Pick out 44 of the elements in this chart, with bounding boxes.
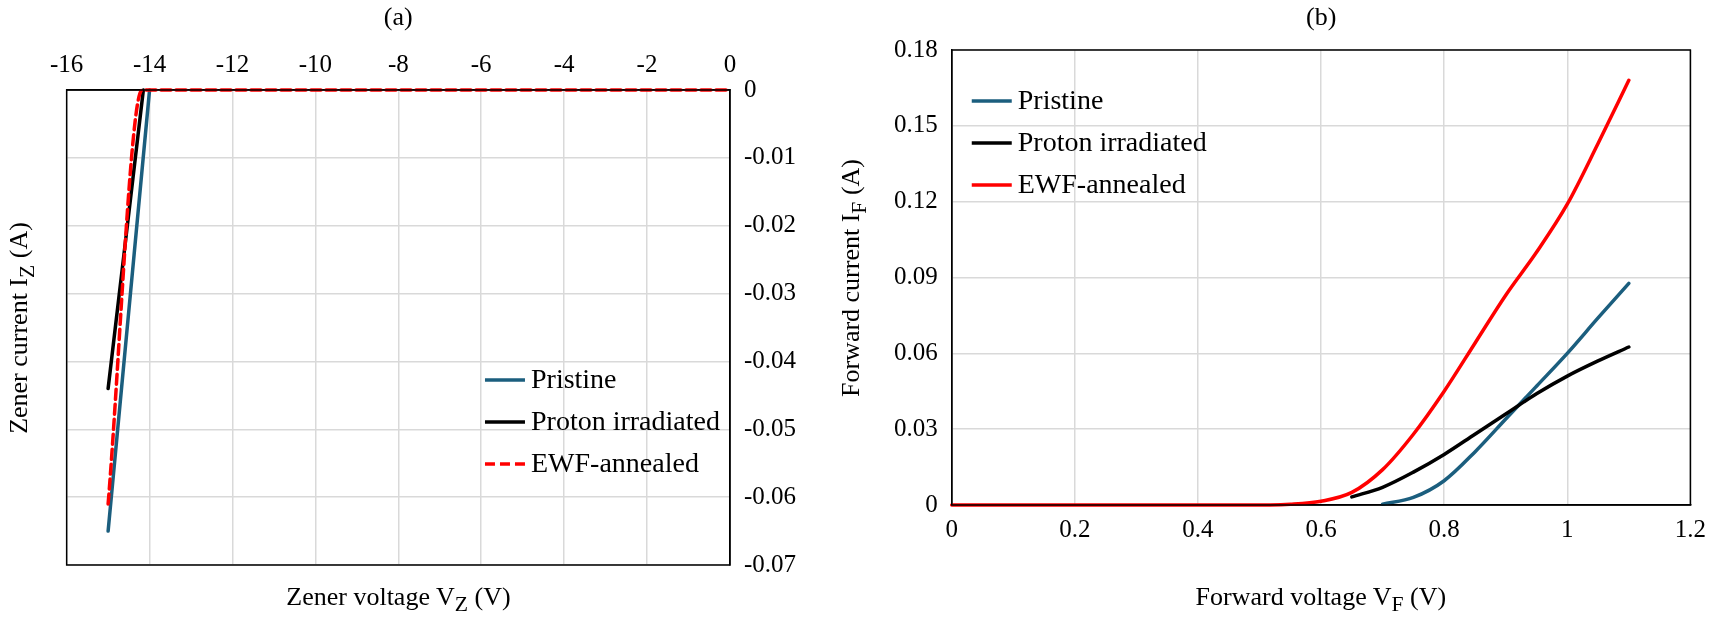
- y-tick-label: -0.04: [743, 345, 797, 373]
- x-axis-title: Forward voltage V$_{F}$ (V): [1195, 581, 1447, 617]
- y-tick-label: 0: [743, 74, 757, 102]
- y-tick-label: 0.03: [894, 413, 938, 441]
- x-tick-label: -10: [298, 49, 333, 77]
- legend-label: Proton irradiated: [530, 405, 720, 437]
- line-series: [950, 78, 1631, 507]
- x-tick-label: -4: [553, 49, 576, 77]
- legend-label: Pristine: [1017, 84, 1104, 116]
- legend-label: Proton irradiated: [1017, 126, 1207, 158]
- x-tick-label: -6: [470, 49, 492, 77]
- y-tick-label: 0.18: [894, 34, 938, 62]
- chart-title: (b): [1306, 2, 1337, 32]
- x-tick-label: -8: [387, 49, 409, 77]
- y-tick-label: -0.03: [743, 278, 796, 306]
- line-series: [1380, 281, 1631, 506]
- x-tick-label: -14: [132, 49, 167, 77]
- y-tick-label: -0.07: [743, 549, 796, 577]
- y-tick-label: -0.01: [743, 142, 796, 170]
- x-tick-label: 0.2: [1059, 514, 1091, 542]
- y-tick-label: 0.09: [894, 262, 938, 290]
- legend-label: Pristine: [530, 363, 617, 395]
- y-tick-label: -0.06: [743, 481, 796, 509]
- x-tick-label: 0.4: [1182, 514, 1215, 542]
- legend-label: EWF-annealed: [1017, 168, 1186, 200]
- x-tick-label: -12: [215, 49, 250, 77]
- x-tick-label: -2: [636, 49, 658, 77]
- y-tick-label: -0.05: [743, 413, 796, 441]
- x-tick-label: -16: [50, 49, 84, 77]
- x-tick-label: 0.6: [1305, 514, 1337, 542]
- legend-label: EWF-annealed: [530, 447, 699, 479]
- x-tick-label: 1.2: [1674, 514, 1706, 542]
- y-tick-label: 0.06: [894, 337, 938, 365]
- y-tick-label: -0.02: [743, 210, 796, 238]
- x-tick-label: 0.8: [1428, 514, 1460, 542]
- x-tick-label: 1: [1561, 514, 1574, 542]
- y-tick-label: 0.12: [894, 186, 938, 214]
- y-tick-label: 0: [925, 489, 938, 517]
- x-axis-title: Zener voltage V$_{Z}$ (V): [286, 581, 511, 617]
- x-tick-label: 0: [723, 49, 737, 77]
- y-tick-label: 0.15: [894, 110, 938, 138]
- x-tick-label: 0: [945, 514, 958, 542]
- chart-title: (a): [383, 2, 413, 32]
- line-series: [1350, 345, 1631, 499]
